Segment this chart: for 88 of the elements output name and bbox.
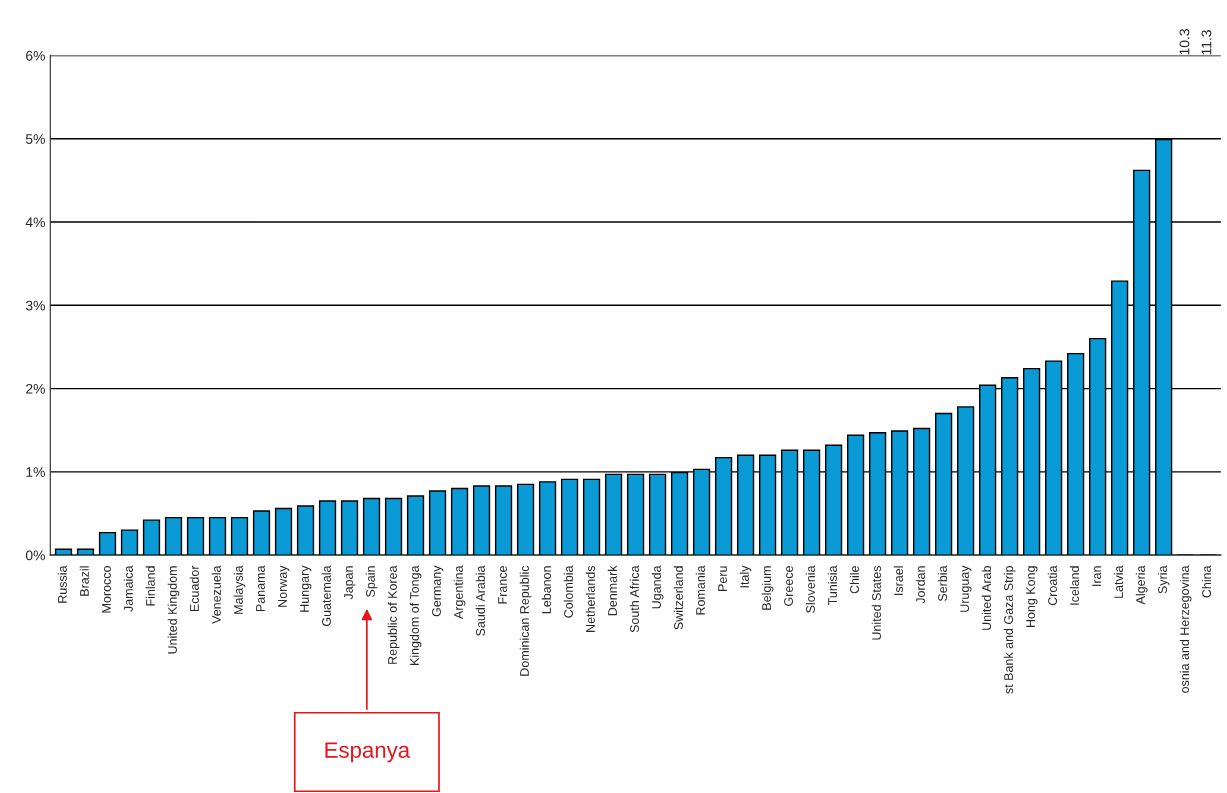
y-tick-label: 4%: [25, 217, 45, 228]
text: 11.3: [1201, 30, 1212, 55]
bar: [450, 487, 469, 556]
bar: [208, 516, 227, 556]
x-tick-label: osnia and Herzegovina: [1179, 565, 1192, 693]
x-tick-label: United Kingdom: [167, 566, 180, 654]
x-tick-label: Peru: [718, 566, 727, 591]
bar: [428, 490, 447, 556]
x-tick-label: Republic of Korea: [387, 565, 400, 664]
x-tick-label: Lebanon: [541, 566, 551, 614]
x-tick-label: Chile: [849, 566, 859, 594]
x-tick-label: Uganda: [651, 565, 664, 609]
x-tick-label: Denmark: [607, 565, 617, 616]
bar: [142, 519, 161, 556]
x-tick-label: Japan: [344, 566, 356, 600]
x-tick-label: Guatemala: [321, 565, 331, 627]
bar: [340, 500, 359, 556]
y-tick-label: 1%: [26, 467, 45, 477]
x-tick-label: Argentina: [453, 565, 466, 619]
x-tick-label: Italy: [739, 565, 752, 588]
bar: [274, 507, 293, 556]
x-tick-label: Germany: [432, 565, 444, 617]
x-tick-label: Greece: [784, 566, 793, 606]
x-tick-label: Panama: [256, 565, 265, 612]
x-tick-label: Algeria: [1135, 565, 1148, 605]
x-tick-label: Netherlands: [585, 565, 595, 632]
x-tick-label: Tunisia: [827, 565, 837, 606]
bar: [560, 478, 579, 556]
bar: [406, 495, 425, 556]
bar: [98, 531, 117, 556]
bar: [54, 548, 73, 556]
x-tick-label: Israel: [893, 566, 903, 595]
x-tick-label: Iran: [1092, 566, 1101, 586]
bar: [494, 485, 513, 556]
x-tick-label: Colombia: [563, 565, 573, 618]
x-tick-label: Croatia: [1047, 565, 1057, 606]
x-tick-label: Uruguay: [960, 565, 972, 612]
x-tick-label: Iceland: [1069, 566, 1079, 605]
x-tick-label: Spain: [365, 566, 378, 597]
y-tick-label: 0%: [25, 550, 45, 561]
x-tick-label: Finland: [145, 566, 155, 606]
y-tick-label: 6%: [26, 50, 45, 61]
x-tick-label: Russia: [57, 565, 67, 603]
x-tick-label: Kingdom of Tonga: [409, 565, 422, 666]
bar: [252, 510, 271, 556]
x-tick-label: Switzerland: [673, 566, 683, 630]
x-tick-label: Belgium: [761, 566, 774, 610]
y-tick-label: 3%: [25, 300, 45, 311]
bar: [186, 516, 205, 556]
y-tick-label: 5%: [25, 134, 45, 144]
bar: [516, 483, 535, 556]
x-tick-label: Slovenia: [805, 565, 815, 613]
bar: [76, 548, 95, 556]
x-tick-label: France: [498, 566, 507, 604]
x-tick-label: Latvia: [1113, 565, 1124, 598]
x-tick-label: Brazil: [79, 566, 89, 596]
bar: [384, 497, 403, 556]
bar: [362, 497, 381, 556]
y-tick-label: 2%: [26, 383, 45, 394]
x-tick-label: Hungary: [300, 565, 312, 612]
bar: [582, 478, 601, 556]
x-tick-label: Jordan: [915, 566, 925, 604]
x-tick-label: Saudi Arabia: [475, 565, 485, 636]
bar: [538, 481, 557, 556]
x-tick-label: United States: [871, 565, 881, 640]
x-tick-label: Malaysia: [233, 565, 246, 614]
bar: [230, 516, 249, 556]
bar: [120, 529, 139, 556]
x-tick-label: Syria: [1157, 565, 1170, 594]
bar: [472, 485, 491, 556]
x-tick-label: South Africa: [629, 565, 639, 633]
bar: [296, 505, 315, 556]
x-tick-label: Ecuador: [189, 565, 199, 612]
x-tick-label: Morocco: [102, 566, 111, 613]
x-tick-label: Venezuela: [211, 565, 221, 624]
x-tick-label: Norway: [278, 565, 290, 607]
x-tick-label: Serbia: [937, 565, 947, 602]
text: 10.3: [1179, 29, 1190, 55]
x-tick-label: China: [1201, 565, 1212, 598]
x-tick-label: Hong Kong: [1026, 566, 1038, 628]
x-tick-label: st Bank and Gaza Strip: [1003, 566, 1016, 694]
text: Espanya: [325, 742, 411, 763]
x-tick-label: Dominican Republic: [519, 565, 532, 676]
bar: [318, 500, 337, 556]
x-tick-label: United Arab: [981, 566, 991, 630]
bar: [164, 516, 183, 556]
x-tick-label: Romania: [695, 565, 705, 615]
x-tick-label: Jamaica: [123, 565, 133, 612]
